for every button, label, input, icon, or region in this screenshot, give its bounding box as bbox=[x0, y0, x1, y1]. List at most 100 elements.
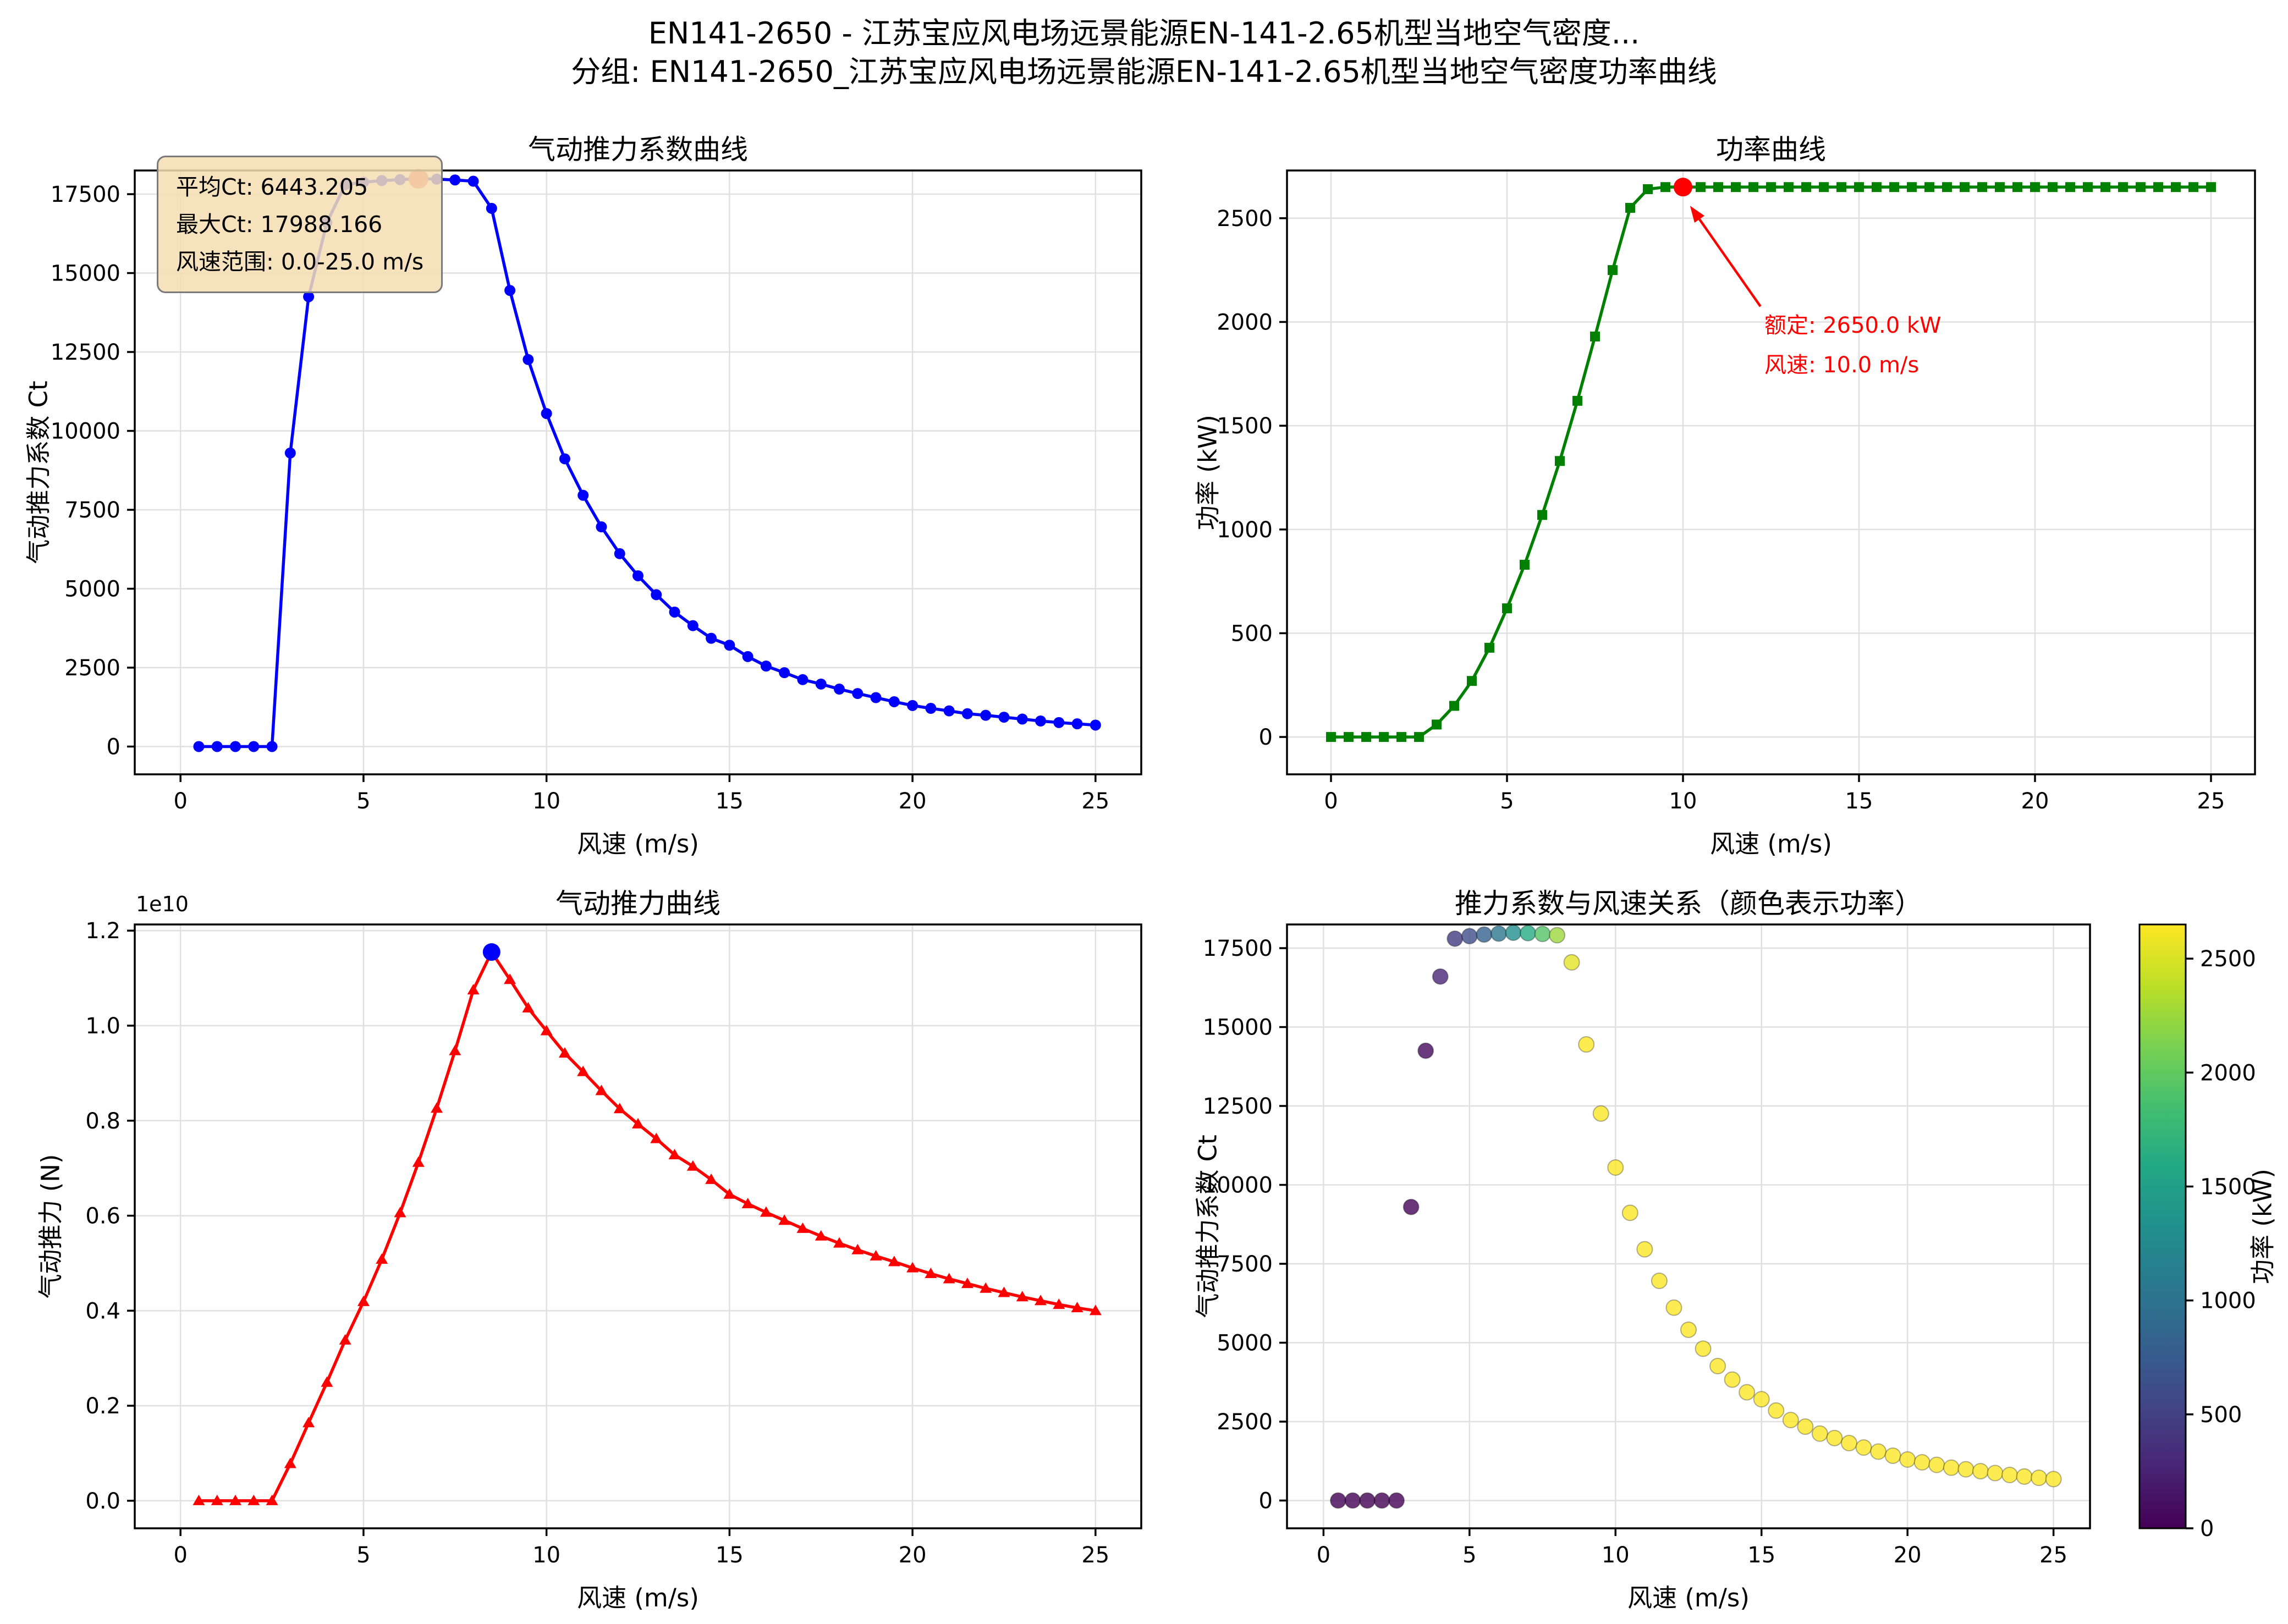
svg-text:10000: 10000 bbox=[51, 419, 120, 444]
svg-text:12500: 12500 bbox=[51, 340, 120, 365]
thrust-curve-axes-frame bbox=[134, 923, 1142, 1529]
svg-text:10: 10 bbox=[1669, 789, 1697, 814]
svg-text:15: 15 bbox=[716, 789, 744, 814]
svg-text:1.0: 1.0 bbox=[85, 1014, 120, 1039]
svg-text:15000: 15000 bbox=[1203, 1015, 1273, 1041]
svg-text:0: 0 bbox=[1259, 1488, 1273, 1513]
svg-text:5000: 5000 bbox=[64, 577, 120, 602]
svg-text:1.2: 1.2 bbox=[85, 918, 120, 944]
xlabel-ct-curve: 风速 (m/s) bbox=[577, 829, 699, 858]
svg-text:15000: 15000 bbox=[51, 261, 120, 287]
ct-vs-wind-scatter-axes-frame bbox=[1286, 923, 2091, 1529]
svg-text:10000: 10000 bbox=[1203, 1173, 1273, 1198]
svg-text:10: 10 bbox=[1602, 1543, 1630, 1568]
power-curve-axes-frame bbox=[1286, 169, 2256, 775]
ylabel-ct-scatter: 气动推力系数 Ct bbox=[1193, 1135, 1223, 1318]
svg-text:0: 0 bbox=[107, 734, 120, 759]
ct-coefficient-curve-tick-labels: 0 5 10 15 20 25 0 2500 5000 7500 10000 12500 15000 17… bbox=[51, 182, 1110, 814]
svg-text:0: 0 bbox=[1317, 1543, 1330, 1568]
svg-text:2500: 2500 bbox=[64, 656, 120, 681]
svg-text:0.2: 0.2 bbox=[85, 1394, 120, 1419]
svg-text:500: 500 bbox=[1231, 621, 1273, 646]
annotation-line-windspeed: 风速: 10.0 m/s bbox=[1764, 353, 1920, 378]
svg-text:7500: 7500 bbox=[1217, 1252, 1273, 1277]
svg-text:0.0: 0.0 bbox=[85, 1489, 120, 1514]
svg-text:0.4: 0.4 bbox=[85, 1298, 120, 1324]
svg-text:0: 0 bbox=[1259, 725, 1273, 750]
svg-text:0: 0 bbox=[1324, 789, 1338, 814]
colorbar: 0 500 1000 1500 2000 2500 bbox=[2138, 923, 2256, 1542]
power-curve-highlight-marker bbox=[1674, 178, 1692, 197]
thrust-curve-tick-labels: 0 5 10 15 20 25 0.0 0.2 0.4 0.6 0.8 1.0 1.2 bbox=[85, 918, 1109, 1568]
ct-vs-wind-scatter-plot: 0 5 10 15 20 25 0 2500 5000 7500 10000 12500 15000 17… bbox=[1203, 923, 2091, 1568]
svg-text:15: 15 bbox=[1845, 789, 1873, 814]
svg-text:2500: 2500 bbox=[2200, 946, 2256, 972]
figure-suptitle-line2: 分组: EN141-2650_江苏宝应风电场远景能源EN-141-2.65机型当… bbox=[571, 54, 1717, 89]
svg-text:1000: 1000 bbox=[2200, 1289, 2256, 1314]
power-curve-series bbox=[1326, 182, 2216, 742]
ct-coefficient-curve-plot: 0 5 10 15 20 25 0 2500 5000 7500 10000 12500 15000 17… bbox=[51, 169, 1142, 814]
power-curve-tick-labels: 0 5 10 15 20 25 0 500 1000 1500 2000 2500 bbox=[1217, 206, 2225, 814]
subplot-title-power-curve: 功率曲线 bbox=[1716, 134, 1826, 166]
ct-vs-wind-scatter-series bbox=[1329, 924, 2062, 1509]
ylabel-ct-curve: 气动推力系数 Ct bbox=[24, 381, 53, 564]
svg-text:5: 5 bbox=[1462, 1543, 1476, 1568]
stats-tooltip-box: 平均Ct: 6443.205 最大Ct: 17988.166 风速范围: 0.0… bbox=[157, 156, 443, 293]
svg-text:0.8: 0.8 bbox=[85, 1109, 120, 1134]
xlabel-thrust-curve: 风速 (m/s) bbox=[577, 1583, 699, 1612]
svg-text:20: 20 bbox=[2021, 789, 2049, 814]
ylabel-thrust-curve: 气动推力 (N) bbox=[36, 1154, 65, 1299]
thrust-curve-plot: 0 5 10 15 20 25 0.0 0.2 0.4 0.6 0.8 1.0 1.2 bbox=[85, 918, 1142, 1568]
xlabel-ct-scatter: 风速 (m/s) bbox=[1627, 1583, 1750, 1612]
ct-vs-wind-scatter-tick-labels: 0 5 10 15 20 25 0 2500 5000 7500 10000 12500 15000 17… bbox=[1203, 936, 2067, 1568]
svg-text:25: 25 bbox=[2039, 1543, 2067, 1568]
svg-text:5: 5 bbox=[1500, 789, 1514, 814]
svg-text:17500: 17500 bbox=[1203, 936, 1273, 961]
svg-text:0: 0 bbox=[173, 789, 187, 814]
rated-power-annotation: 额定: 2650.0 kW 风速: 10.0 m/s bbox=[1764, 306, 1942, 385]
y-axis-offset-text: 1e10 bbox=[136, 892, 189, 916]
svg-text:5: 5 bbox=[356, 789, 370, 814]
svg-text:2000: 2000 bbox=[1217, 310, 1273, 335]
svg-text:5: 5 bbox=[356, 1543, 370, 1568]
svg-text:2500: 2500 bbox=[1217, 206, 1273, 232]
svg-text:17500: 17500 bbox=[51, 182, 120, 207]
ylabel-power-curve: 功率 (kW) bbox=[1193, 415, 1223, 530]
svg-text:0: 0 bbox=[2200, 1516, 2214, 1542]
svg-text:1000: 1000 bbox=[1217, 518, 1273, 543]
svg-text:15: 15 bbox=[1747, 1543, 1775, 1568]
svg-text:1500: 1500 bbox=[1217, 414, 1273, 439]
xlabel-power-curve: 风速 (m/s) bbox=[1710, 829, 1832, 858]
figure-suptitle-line1: EN141-2650 - 江苏宝应风电场远景能源EN-141-2.65机型当地空… bbox=[648, 16, 1640, 51]
annotation-arrow bbox=[1690, 206, 1762, 307]
svg-text:500: 500 bbox=[2200, 1402, 2242, 1428]
subplot-title-ct-curve: 气动推力系数曲线 bbox=[528, 134, 748, 166]
thrust-curve-highlight-marker bbox=[482, 943, 501, 961]
svg-text:20: 20 bbox=[899, 789, 927, 814]
svg-text:25: 25 bbox=[1081, 789, 1109, 814]
annotation-line-rated: 额定: 2650.0 kW bbox=[1764, 313, 1942, 338]
subplot-title-ct-scatter: 推力系数与风速关系（颜色表示功率） bbox=[1455, 888, 1922, 920]
svg-text:0.6: 0.6 bbox=[85, 1204, 120, 1229]
ct-coefficient-curve-axes-frame bbox=[134, 169, 1142, 775]
svg-text:12500: 12500 bbox=[1203, 1094, 1273, 1119]
svg-text:0: 0 bbox=[173, 1543, 187, 1568]
colorbar-tick-labels: 0 500 1000 1500 2000 2500 bbox=[2186, 946, 2256, 1542]
svg-text:15: 15 bbox=[716, 1543, 744, 1568]
tooltip-line-ws-range: 风速范围: 0.0-25.0 m/s bbox=[176, 249, 424, 275]
svg-text:10: 10 bbox=[532, 1543, 560, 1568]
thrust-curve-series bbox=[193, 946, 1102, 1505]
power-curve-plot: 0 5 10 15 20 25 0 500 1000 1500 2000 2500 bbox=[1217, 169, 2256, 814]
tooltip-line-mean-ct: 平均Ct: 6443.205 bbox=[176, 174, 369, 200]
svg-text:2500: 2500 bbox=[1217, 1410, 1273, 1435]
svg-text:7500: 7500 bbox=[64, 498, 120, 523]
svg-text:20: 20 bbox=[1894, 1543, 1922, 1568]
svg-text:20: 20 bbox=[899, 1543, 927, 1568]
tooltip-line-max-ct: 最大Ct: 17988.166 bbox=[176, 211, 383, 238]
svg-text:5000: 5000 bbox=[1217, 1331, 1273, 1356]
colorbar-label: 功率 (kW) bbox=[2248, 1169, 2278, 1284]
svg-text:1500: 1500 bbox=[2200, 1174, 2256, 1199]
svg-text:25: 25 bbox=[1081, 1543, 1109, 1568]
svg-text:10: 10 bbox=[532, 789, 560, 814]
